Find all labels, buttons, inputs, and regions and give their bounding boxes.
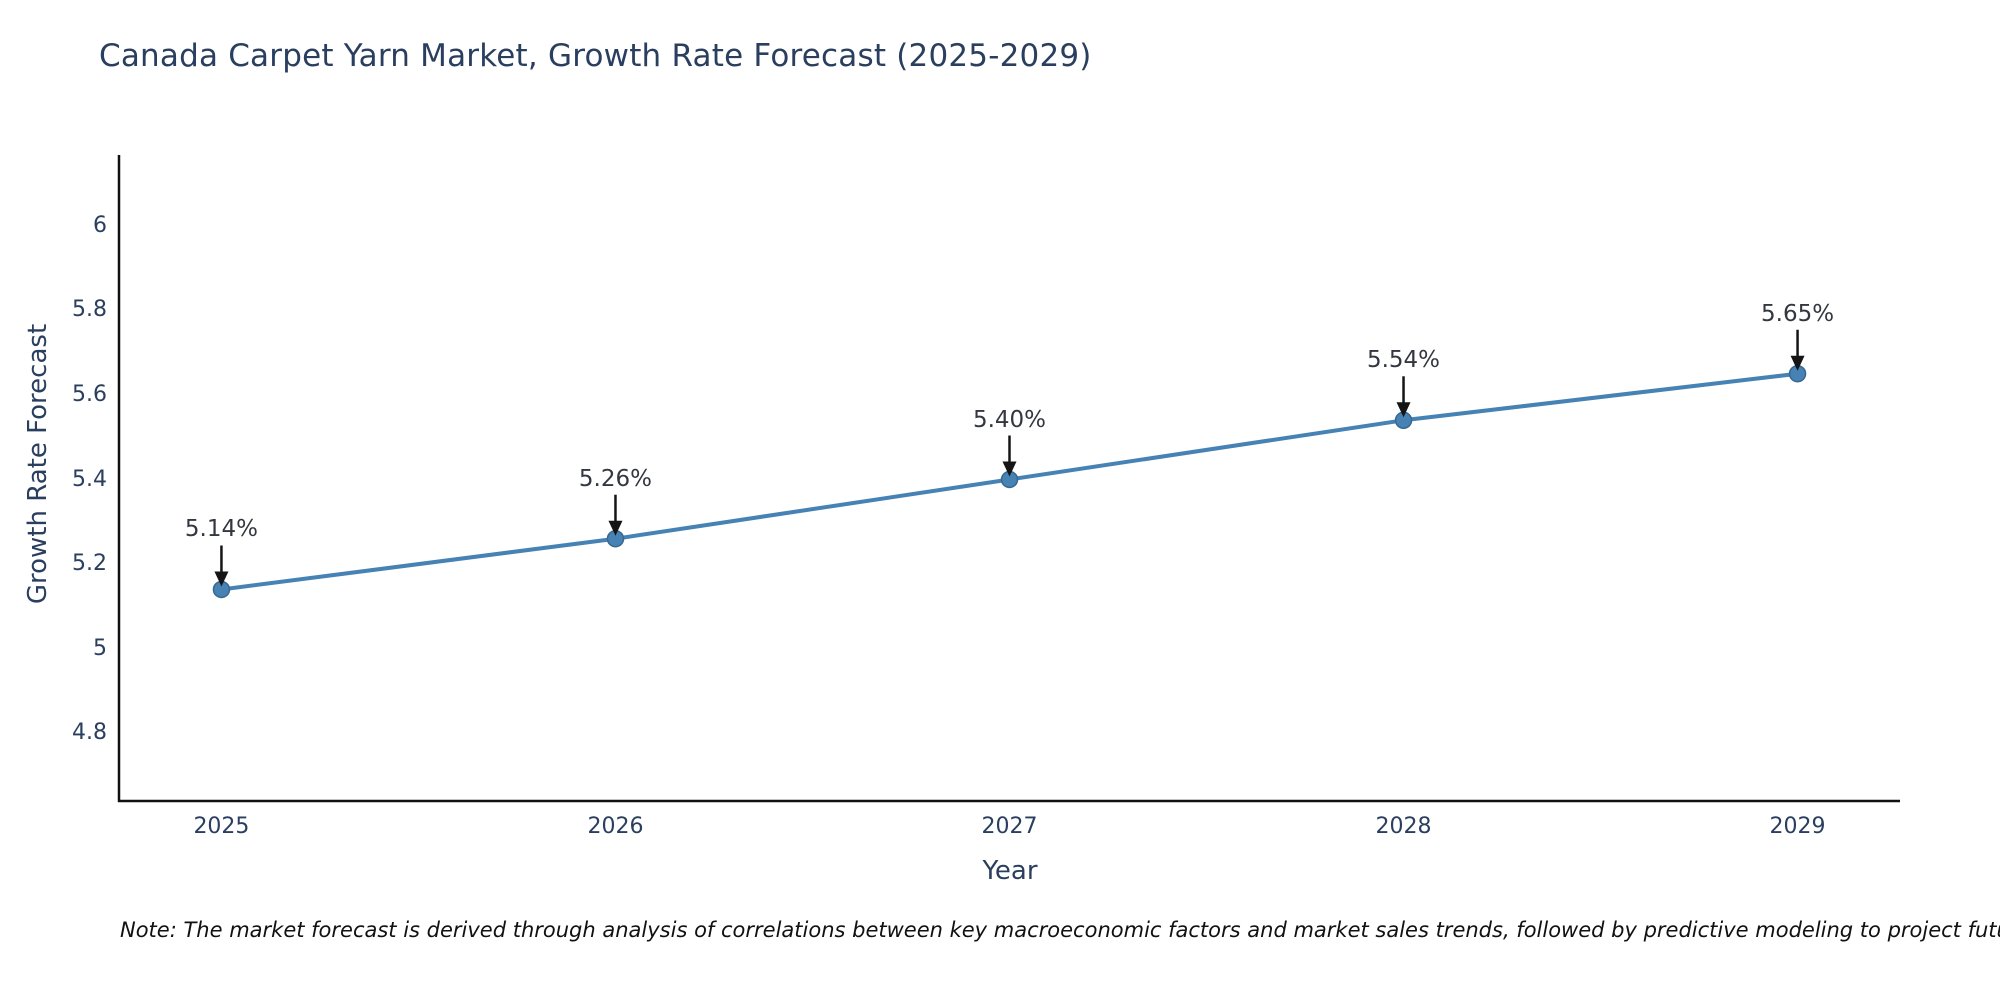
- data-point-label: 5.26%: [578, 465, 652, 492]
- x-tick-label: 2025: [193, 814, 250, 839]
- data-point-label: 5.65%: [1761, 300, 1835, 327]
- x-axis-title: Year: [982, 856, 1038, 886]
- data-point-label: 5.54%: [1366, 347, 1441, 374]
- y-tick-label: 6: [93, 212, 107, 238]
- x-tick-label: 2028: [1375, 814, 1432, 839]
- annotation-arrow-head-icon: [1002, 461, 1017, 477]
- y-tick-label: 4.8: [72, 720, 107, 746]
- x-tick-label: 2029: [1769, 814, 1826, 839]
- y-axis-title: Growth Rate Forecast: [23, 323, 53, 605]
- x-tick-label: 2027: [981, 814, 1038, 839]
- y-tick-label: 5.8: [72, 297, 107, 323]
- x-tick-label: 2026: [587, 814, 644, 839]
- data-point-label: 5.14%: [184, 516, 258, 543]
- annotation-arrow-head-icon: [1790, 355, 1805, 371]
- y-tick-label: 5.4: [72, 466, 107, 492]
- y-tick-label: 5.6: [72, 381, 107, 407]
- annotation-arrow-head-icon: [608, 520, 623, 536]
- footnote: Note: The market forecast is derived thr…: [120, 918, 2000, 942]
- y-tick-label: 5.2: [72, 551, 107, 577]
- data-point-label: 5.40%: [972, 406, 1047, 433]
- annotation-arrow-head-icon: [1396, 402, 1411, 418]
- y-tick-label: 5: [93, 635, 107, 661]
- annotation-arrow-head-icon: [214, 571, 229, 587]
- chart-title: Canada Carpet Yarn Market, Growth Rate F…: [99, 38, 1092, 74]
